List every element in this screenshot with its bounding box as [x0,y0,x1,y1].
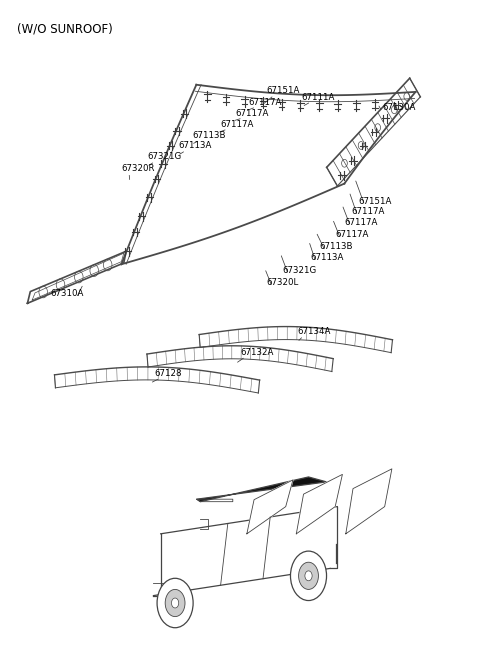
Text: (W/O SUNROOF): (W/O SUNROOF) [17,22,113,35]
Polygon shape [197,477,326,502]
Text: 67320R: 67320R [121,163,155,173]
Text: 67151A: 67151A [359,197,392,206]
Text: 67134A: 67134A [297,327,330,336]
Polygon shape [346,469,392,534]
Text: 67117A: 67117A [351,207,385,216]
Text: 67130A: 67130A [383,103,416,112]
Text: 67113A: 67113A [310,253,344,262]
Circle shape [171,598,179,608]
Text: 67151A: 67151A [266,86,300,95]
Circle shape [157,579,193,628]
Text: 67128: 67128 [155,369,182,378]
Text: 67117A: 67117A [249,98,282,107]
Circle shape [290,551,326,600]
Text: 67113A: 67113A [179,142,212,150]
Text: 67321G: 67321G [147,152,182,161]
Circle shape [305,571,312,581]
Text: 67321G: 67321G [283,266,317,275]
Text: 67117A: 67117A [235,109,269,118]
Polygon shape [296,474,342,534]
Polygon shape [247,480,293,534]
Text: 67132A: 67132A [240,348,274,357]
Circle shape [299,562,318,589]
Text: 67111A: 67111A [301,92,335,102]
Text: 67117A: 67117A [344,218,378,226]
Text: 67113B: 67113B [192,131,226,140]
Text: 67310A: 67310A [50,289,84,298]
Text: 67117A: 67117A [220,120,253,129]
Text: 67113B: 67113B [320,242,353,251]
Text: 67117A: 67117A [335,230,368,239]
Text: 67320L: 67320L [266,278,299,287]
Circle shape [165,589,185,617]
